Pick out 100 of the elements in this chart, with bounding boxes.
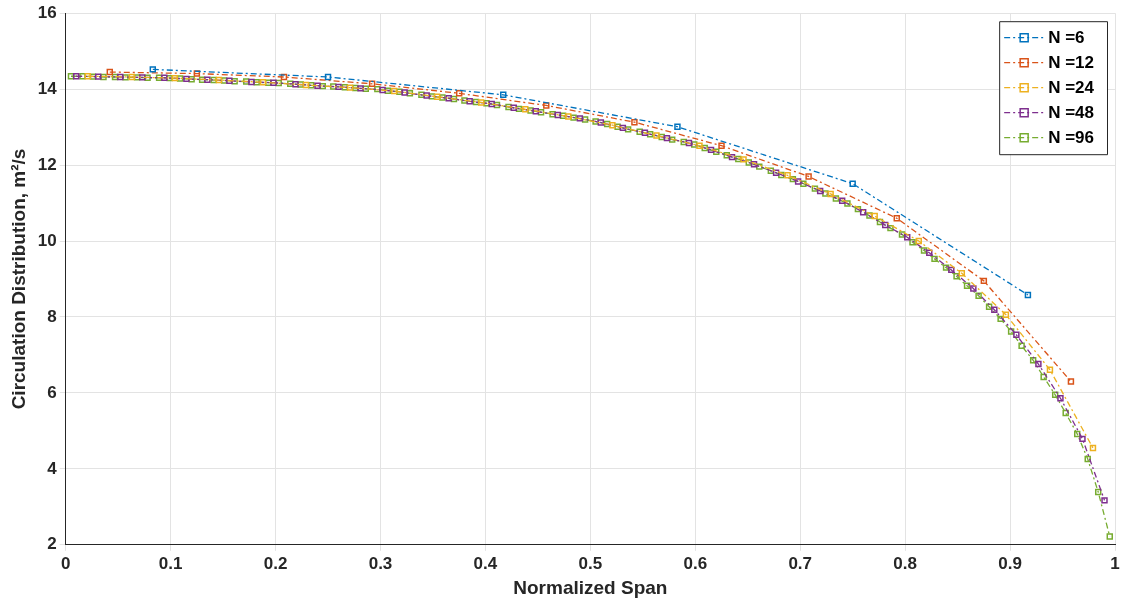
point	[532, 107, 540, 115]
point	[849, 180, 856, 187]
point	[543, 102, 550, 109]
point	[368, 80, 376, 88]
point	[893, 215, 900, 222]
point	[466, 98, 473, 105]
x-tick-label: 0.6	[683, 553, 708, 573]
point	[106, 68, 113, 76]
point	[926, 249, 933, 257]
point	[423, 92, 430, 99]
point	[1057, 395, 1064, 402]
point	[193, 70, 201, 77]
point	[335, 83, 342, 91]
point	[609, 121, 616, 129]
x-axis-title: Normalized Span	[513, 576, 668, 598]
point	[302, 81, 310, 89]
point	[871, 212, 878, 220]
legend-label: N =24	[1048, 78, 1095, 98]
point	[740, 156, 747, 163]
point	[226, 77, 233, 85]
y-tick-label: 6	[47, 382, 57, 402]
point	[631, 118, 638, 126]
point	[270, 79, 277, 86]
point	[500, 91, 507, 99]
point	[259, 79, 267, 86]
point	[522, 106, 529, 113]
y-tick-label: 12	[37, 154, 57, 174]
point	[674, 123, 681, 130]
y-axis-title: Circulation Distribution, m²/s	[7, 148, 29, 410]
point	[576, 115, 584, 122]
point	[696, 142, 703, 149]
point	[1046, 366, 1054, 373]
y-tick-label: 16	[37, 2, 57, 22]
point	[641, 129, 649, 137]
point	[728, 153, 736, 161]
point	[707, 146, 715, 154]
y-tick-label: 8	[47, 306, 57, 326]
point	[149, 66, 157, 73]
point	[204, 76, 211, 83]
point	[171, 74, 179, 82]
point	[991, 306, 998, 313]
x-tick-label: 0.2	[263, 553, 288, 573]
point	[970, 285, 977, 292]
point	[619, 124, 627, 132]
x-tick-label: 0.7	[788, 553, 813, 573]
point	[128, 73, 136, 81]
point	[653, 132, 660, 139]
x-tick-label: 0.5	[578, 553, 603, 573]
legend-label: N =48	[1048, 103, 1095, 123]
point	[1002, 311, 1010, 318]
point	[346, 84, 354, 91]
point	[554, 111, 562, 119]
point	[881, 221, 889, 229]
point	[565, 113, 572, 120]
y-tick-label: 4	[47, 458, 58, 478]
point	[280, 73, 288, 81]
point	[390, 87, 398, 95]
point	[1101, 497, 1108, 504]
point	[827, 190, 834, 198]
point	[72, 73, 80, 80]
point	[718, 142, 725, 149]
point	[750, 161, 758, 168]
point	[948, 266, 955, 274]
point	[478, 99, 485, 106]
point	[324, 73, 332, 81]
point	[772, 169, 780, 176]
point	[215, 76, 223, 84]
x-tick-label: 0	[60, 553, 71, 573]
point	[401, 89, 408, 96]
legend-label: N =6	[1048, 28, 1085, 48]
point	[183, 75, 190, 83]
point	[980, 277, 988, 285]
point	[510, 104, 517, 111]
point	[915, 237, 923, 245]
point	[95, 73, 102, 80]
x-tick-label: 0.4	[473, 553, 498, 573]
point	[685, 139, 693, 147]
point	[248, 78, 255, 86]
point	[84, 73, 91, 80]
legend-label: N =96	[1048, 128, 1095, 148]
point	[488, 100, 495, 108]
point	[1013, 331, 1020, 339]
point	[139, 74, 146, 81]
point	[161, 74, 168, 81]
y-tick-label: 10	[37, 230, 57, 250]
x-tick-label: 1	[1110, 553, 1120, 573]
point	[816, 187, 824, 195]
point	[904, 234, 911, 241]
x-tick-label: 0.8	[893, 553, 917, 573]
x-tick-label: 0.9	[998, 553, 1022, 573]
point	[794, 178, 802, 185]
point	[314, 82, 321, 89]
legend-label: N =12	[1048, 53, 1095, 73]
point	[663, 134, 671, 142]
point	[1035, 360, 1042, 368]
point	[805, 173, 812, 180]
point	[784, 172, 791, 179]
y-tick-label: 2	[47, 534, 57, 554]
point	[958, 270, 966, 277]
point	[117, 73, 124, 81]
